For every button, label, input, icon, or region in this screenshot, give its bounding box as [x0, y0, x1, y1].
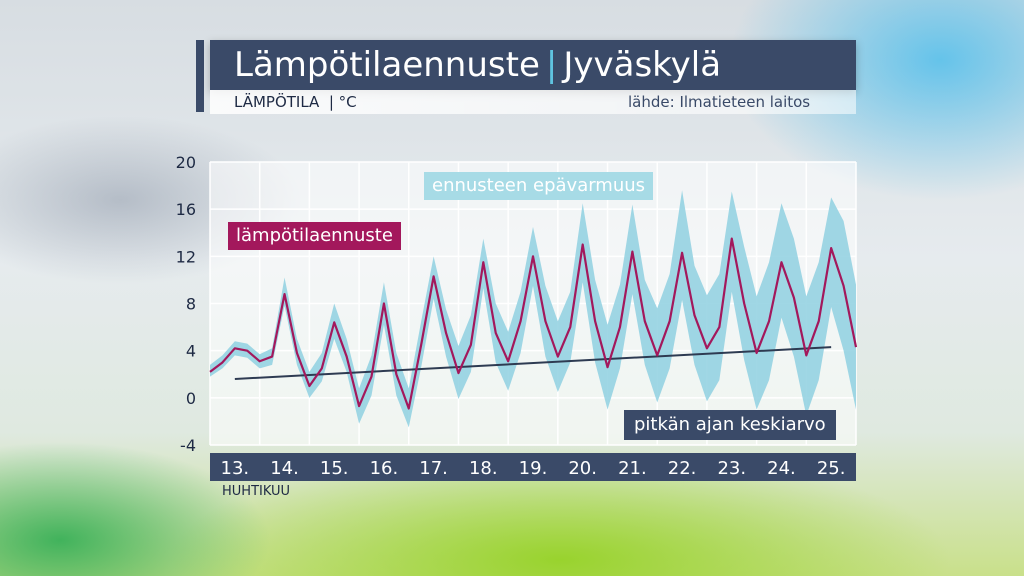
x-tick-label: 17.: [419, 458, 448, 479]
subtitle-bar: [210, 90, 856, 114]
title-city: Jyväskylä: [563, 45, 722, 85]
uncertainty-band: [210, 190, 856, 428]
x-tick-label: 19.: [519, 458, 548, 479]
page-title: Lämpötilaennuste | Jyväskylä: [234, 42, 721, 88]
x-tick-label: 15.: [320, 458, 349, 479]
title-main: Lämpötilaennuste: [234, 45, 540, 85]
title-bar: [210, 40, 856, 90]
y-tick-label: 12: [176, 247, 196, 266]
x-tick-label: 22.: [668, 458, 697, 479]
y-tick-label: 4: [186, 342, 196, 361]
unit-label: LÄMPÖTILA | °C: [234, 93, 357, 111]
legend-long-term-mean: pitkän ajan keskiarvo: [624, 410, 836, 440]
y-tick-label: 16: [176, 200, 196, 219]
forecast-line: [209, 237, 858, 410]
month-label: HUHTIKUU: [222, 484, 291, 499]
y-tick-label: -4: [180, 436, 196, 455]
x-tick-label: 13.: [221, 458, 250, 479]
x-tick-label: 18.: [469, 458, 498, 479]
x-tick-label: 14.: [270, 458, 299, 479]
y-tick-labels: -4 0 4 8 12 16 20: [176, 153, 196, 455]
x-tick-label: 16.: [370, 458, 399, 479]
x-tick-labels: 13. 14. 15. 16. 17. 18. 19. 20. 21. 22. 23. 24. 25.: [221, 458, 846, 479]
y-tick-label: 8: [186, 295, 196, 314]
legend-uncertainty: ennusteen epävarmuus: [424, 172, 654, 200]
title-separator: |: [545, 45, 558, 85]
x-axis-bar: [210, 453, 856, 481]
x-tick-label: 21.: [618, 458, 647, 479]
x-tick-label: 25.: [817, 458, 846, 479]
source-label: lähde: Ilmatieteen laitos: [628, 93, 811, 111]
y-tick-label: 20: [176, 153, 196, 172]
x-tick-label: 24.: [767, 458, 796, 479]
long-term-mean-line: [234, 346, 832, 380]
x-tick-label: 23.: [717, 458, 746, 479]
legend-forecast: lämpötilaennuste: [228, 222, 401, 250]
y-tick-label: 0: [186, 389, 196, 408]
x-tick-label: 20.: [568, 458, 597, 479]
title-accent-bar: [196, 40, 204, 112]
